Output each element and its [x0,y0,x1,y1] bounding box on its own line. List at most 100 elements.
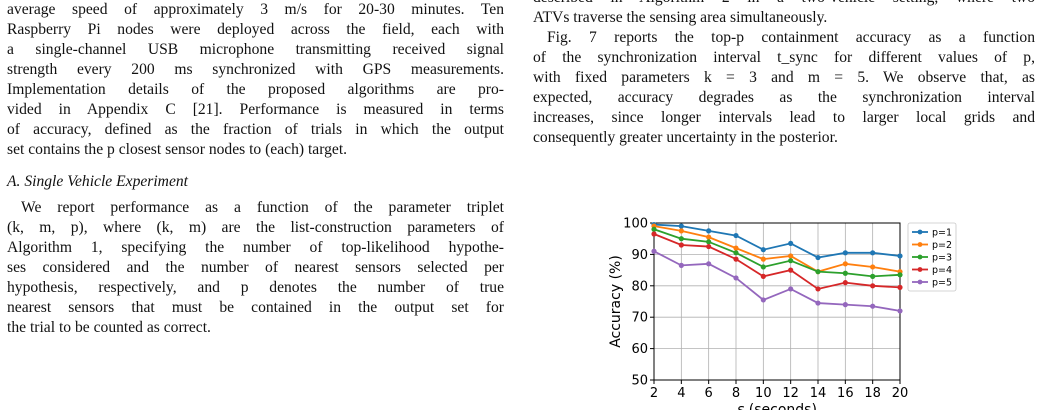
legend-marker-p=5 [917,279,923,285]
legend-marker-p=2 [917,242,923,247]
text-line: expected, accuracy degrades as the synch… [533,89,1035,106]
text-line: hypothesis, respectively, and p denotes … [7,279,504,296]
text-line: of accuracy, defined as the fraction of … [7,121,504,138]
y-tick-label: 100 [623,217,648,232]
data-point-p=2 [842,261,848,267]
y-tick-label: 50 [631,374,648,389]
text-line: Algorithm 1, specifying the number of to… [7,239,504,256]
data-point-p=5 [733,275,739,281]
data-point-p=4 [842,280,848,286]
accuracy-line-chart: 2 4 6 8 10 12 14 16 18 20 50 60 70 80 90 100 s (seconds)… [608,217,957,410]
data-point-p=2 [678,228,684,234]
text-line: Implementation details of the proposed a… [7,81,504,98]
data-point-p=3 [678,236,684,242]
data-point-p=1 [733,232,739,239]
legend-label-p=1: p=1 [932,228,952,239]
data-point-p=1 [842,250,848,256]
text-line: (k, m, p), where (k, m) are the list-con… [7,219,504,236]
left-column: average speed of approximately 3 m/s for… [7,0,504,338]
legend-marker-p=3 [917,254,923,260]
data-point-p=1 [760,247,766,253]
data-point-p=2 [760,256,766,262]
data-point-p=3 [897,272,903,278]
data-point-p=3 [788,258,794,264]
data-point-p=5 [760,297,766,303]
x-tick-label: 16 [837,386,854,401]
text-line: of the synchronization interval t_sync f… [533,49,1035,66]
data-point-p=5 [870,303,876,309]
text-line: a single-channel USB microphone transmit… [7,41,504,58]
data-point-p=1 [870,250,876,256]
text-line-partial: described in Algorithm 2 in a two-vehicl… [533,0,1035,8]
text-line: consequently greater uncertainty in the … [533,129,838,146]
plot-frame [653,222,901,381]
x-tick-label: 20 [892,386,909,401]
legend-label-p=3: p=3 [932,253,952,264]
y-tick-label: 70 [631,311,648,326]
x-tick-label: 4 [677,386,685,401]
x-tick-label: 6 [705,386,713,401]
data-point-p=4 [897,284,903,290]
text-line: Fig. 7 reports the top-p containment acc… [547,29,1035,46]
data-point-p=1 [678,223,684,229]
data-point-p=4 [678,242,684,248]
legend-label-p=4: p=4 [932,265,952,276]
text-line: strength every 200 ms synchronized with … [7,61,504,78]
data-point-p=4 [706,243,712,250]
data-point-p=4 [733,256,739,262]
data-point-p=4 [788,267,794,273]
data-point-p=5 [678,262,684,268]
text-line: We report performance as a function of t… [21,199,504,216]
legend-label-p=5: p=5 [932,278,952,289]
data-point-p=3 [760,264,766,270]
data-point-p=1 [897,253,903,259]
y-tick-label: 80 [631,279,648,294]
data-point-p=3 [733,250,739,256]
text-line: increases, since longer intervals lead t… [533,109,1035,126]
x-tick-label: 12 [782,386,799,401]
text-line: the trial to be counted as correct. [7,319,211,336]
series-line-p=1 [653,223,901,259]
right-paragraph: Fig. 7 reports the top-p containment acc… [533,28,1035,148]
left-paragraph-1: average speed of approximately 3 m/s for… [7,0,504,160]
data-point-p=2 [733,245,739,251]
series-line-p=5 [653,250,901,312]
data-point-p=5 [842,302,848,308]
legend-label-p=2: p=2 [932,240,952,251]
data-point-p=3 [651,226,657,232]
text-line: with fixed parameters k = 3 and m = 5. W… [533,69,1035,86]
x-tick-label: 14 [810,386,827,401]
y-axis-label: Accuracy (%) [608,255,624,348]
legend-marker-p=1 [917,229,923,235]
text-line: ses considered and the number of nearest… [7,259,504,276]
legend-box [907,222,957,292]
data-point-p=2 [870,264,876,270]
data-point-p=4 [815,286,821,292]
data-point-p=5 [651,248,657,254]
data-point-p=3 [815,269,821,275]
text-line: nearest sensors that must be contained i… [7,299,504,316]
data-point-p=4 [870,283,876,289]
text-line: average speed of approximately 3 m/s for… [7,1,504,18]
x-tick-label: 10 [755,386,772,401]
x-axis-label: s (seconds) [737,402,817,410]
series-line-p=2 [653,225,901,273]
text-line: vided in Appendix C [21]. Performance is… [7,101,504,118]
data-point-p=5 [788,286,794,292]
text-line: Raspberry Pi nodes were deployed across … [7,21,504,38]
data-point-p=2 [706,234,712,240]
data-point-p=2 [788,253,794,259]
data-point-p=5 [897,308,903,314]
section-heading: A. Single Vehicle Experiment [7,173,188,190]
text-line: set contains the p closest sensor nodes … [7,141,348,158]
data-point-p=5 [706,261,712,267]
series-line-p=3 [653,228,901,278]
data-point-p=1 [815,254,821,261]
series-line-p=4 [653,233,901,290]
legend-marker-p=4 [917,267,923,272]
data-point-p=3 [842,270,848,276]
data-point-p=4 [760,273,766,279]
left-paragraph-2: We report performance as a function of t… [7,198,504,338]
data-point-p=4 [651,231,657,237]
y-tick-label: 90 [631,248,648,263]
